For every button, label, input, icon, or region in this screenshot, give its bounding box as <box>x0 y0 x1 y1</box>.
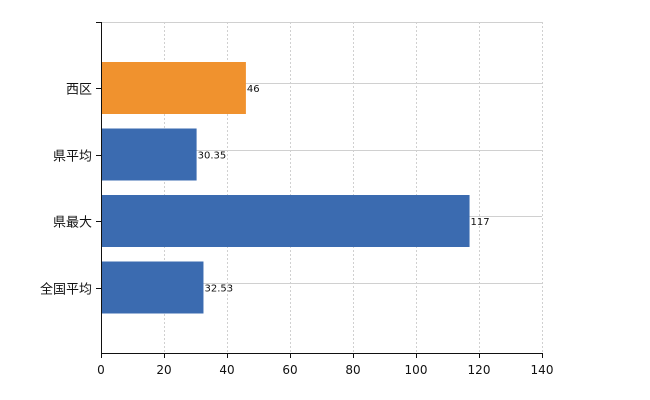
bar[interactable] <box>102 195 470 247</box>
data-label: 32.53 <box>204 284 233 295</box>
data-label: 46 <box>247 84 260 95</box>
bar[interactable] <box>102 62 246 114</box>
category-label: 県最大 <box>53 216 92 231</box>
x-tick-label: 20 <box>156 363 171 377</box>
x-tick-label: 40 <box>219 363 234 377</box>
data-label: 117 <box>471 217 490 228</box>
x-tick-label: 80 <box>345 363 360 377</box>
x-tick-label: 0 <box>97 363 105 377</box>
axes-group <box>96 22 543 358</box>
bar[interactable] <box>102 261 204 314</box>
x-tick-label: 60 <box>282 363 297 377</box>
category-label: 全国平均 <box>40 282 92 298</box>
x-tick-label: 120 <box>468 363 491 377</box>
labels-group: 46 30.35 117 32.53 0 20 40 60 80 100 120 140 西区県平均県最… <box>40 83 553 378</box>
bars-group <box>102 62 470 314</box>
data-label: 30.35 <box>198 151 227 162</box>
bar[interactable] <box>102 128 197 181</box>
category-label: 県平均 <box>53 150 92 165</box>
category-label: 西区 <box>66 83 92 98</box>
x-tick-label: 140 <box>531 363 554 377</box>
x-tick-label: 100 <box>405 363 428 377</box>
